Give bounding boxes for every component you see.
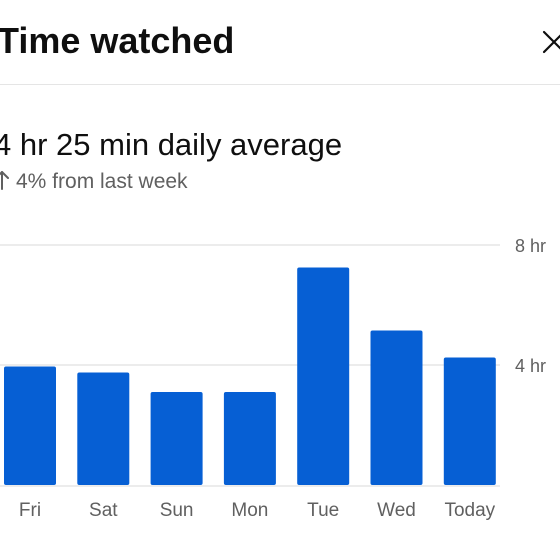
daily-average-text: 4 hr 25 min daily average <box>0 127 343 162</box>
x-tick-label: Sat <box>89 500 118 521</box>
close-icon <box>542 30 560 54</box>
bar-sun <box>150 392 203 485</box>
bar-chart: 8 hr 4 hr Fri Sat Sun Mon Tue Wed Today <box>0 236 546 521</box>
x-tick-label: Fri <box>19 500 41 521</box>
page-title: Time watched <box>0 20 235 61</box>
x-tick-label: Today <box>444 500 495 521</box>
arrow-up-icon <box>0 171 9 190</box>
close-button[interactable] <box>538 26 560 58</box>
weekly-change: 4% from last week <box>0 168 188 196</box>
panel-header: Time watched <box>0 0 560 85</box>
x-tick-label: Mon <box>231 500 268 521</box>
bar-today <box>443 357 496 485</box>
y-tick-label: 8 hr <box>515 236 546 256</box>
y-tick-label: 4 hr <box>515 356 546 376</box>
time-watched-chart: 8 hr 4 hr Fri Sat Sun Mon Tue Wed Today <box>0 220 560 550</box>
bar-wed <box>370 330 423 485</box>
bar-mon <box>223 392 276 485</box>
bar-sat <box>77 372 130 485</box>
x-tick-label: Tue <box>307 500 339 521</box>
weekly-change-text: 4% from last week <box>16 170 188 193</box>
bar-tue <box>297 267 350 485</box>
x-tick-label: Wed <box>377 500 416 521</box>
x-tick-label: Sun <box>160 500 194 521</box>
bar-fri <box>4 366 56 485</box>
